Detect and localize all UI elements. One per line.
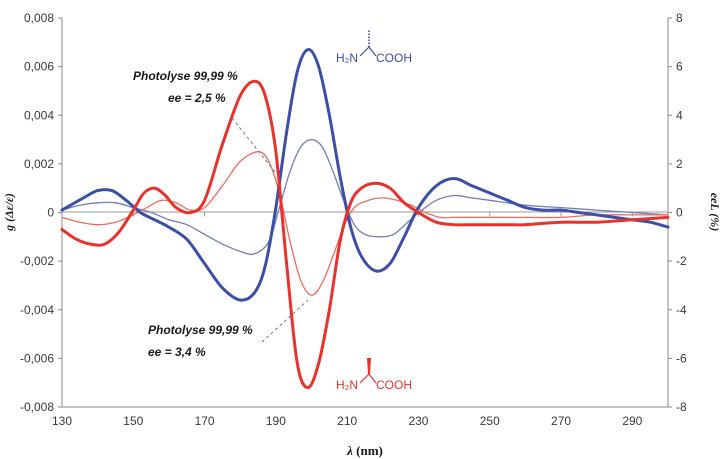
annotation-2-line1: Photolyse 99,99 % [148,323,253,337]
right-y-axis-title: eeL (%) [708,193,722,232]
right-y-axis-unit: L (%) [708,202,722,231]
left-y-axis-unit: (Δε/ε) [2,193,16,222]
x-axis-title: λ (nm) [346,443,383,458]
molecule-top-bond-2 [368,46,377,57]
left-y-tick-label: 0,006 [24,60,54,74]
annotation-1-line1: Photolyse 99,99 % [133,69,238,83]
left-y-tick-label: 0,004 [24,108,54,122]
right-y-tick-label: 6 [676,60,683,74]
right-y-tick-label: 4 [676,108,683,122]
x-tick-label: 190 [266,414,286,428]
molecule-bottom-acid: COOH [376,378,412,392]
series-line-red [60,79,670,390]
x-tick-label: 290 [622,414,642,428]
left-y-tick-label: 0,002 [24,157,54,171]
right-y-tick-label: -6 [676,351,687,365]
molecule-top: H₂N COOH [336,30,412,65]
molecule-bottom-amine: H₂N [336,378,358,392]
molecule-bottom-wedge-bond [367,358,371,374]
series-line-light_blue [61,138,669,256]
molecule-top-bond-1 [359,46,370,57]
annotation-1-line2: ee = 2,5 % [168,91,226,105]
left-y-tick-label: -0,002 [20,254,54,268]
annotation-2-leader [261,299,309,343]
x-tick-label: 230 [408,414,428,428]
left-y-axis-var: g [2,225,16,232]
x-tick-label: 210 [337,414,357,428]
right-y-tick-label: 8 [676,11,683,25]
molecule-bottom-bond-1 [359,373,370,384]
annotation-2-line2: ee = 3,4 % [148,345,206,359]
right-y-tick-label: -8 [676,400,687,414]
left-y-tick-label: 0 [47,206,54,220]
axis-ticks: 130 150 170 190 210 230 250 270 290 0,008 0,006 0,0… [20,11,687,428]
x-axis-var: λ [346,443,353,458]
left-y-tick-label: 0,008 [24,11,54,25]
x-axis-unit: (nm) [356,443,383,458]
right-y-tick-label: 0 [676,206,683,220]
molecule-top-amine: H₂N [336,51,358,65]
x-tick-label: 170 [195,414,215,428]
right-y-tick-label: -2 [676,254,687,268]
left-y-axis-title: g (Δε/ε) [2,193,16,232]
x-tick-label: 150 [123,414,143,428]
series-layer [60,48,670,390]
right-y-axis-var: ee [708,193,722,204]
left-y-tick-label: -0,004 [20,303,54,317]
x-tick-label: 130 [52,414,72,428]
series-line-blue [60,48,670,302]
x-tick-label: 270 [551,414,571,428]
left-y-tick-label: -0,006 [20,351,54,365]
molecule-bottom: H₂N COOH [336,358,412,392]
x-tick-label: 250 [480,414,500,428]
molecule-bottom-bond-2 [368,373,377,384]
left-y-tick-label: -0,008 [20,400,54,414]
series-line-light_red [61,151,669,296]
right-y-tick-label: -4 [676,303,687,317]
molecule-top-acid: COOH [376,51,412,65]
right-y-tick-label: 2 [676,157,683,171]
